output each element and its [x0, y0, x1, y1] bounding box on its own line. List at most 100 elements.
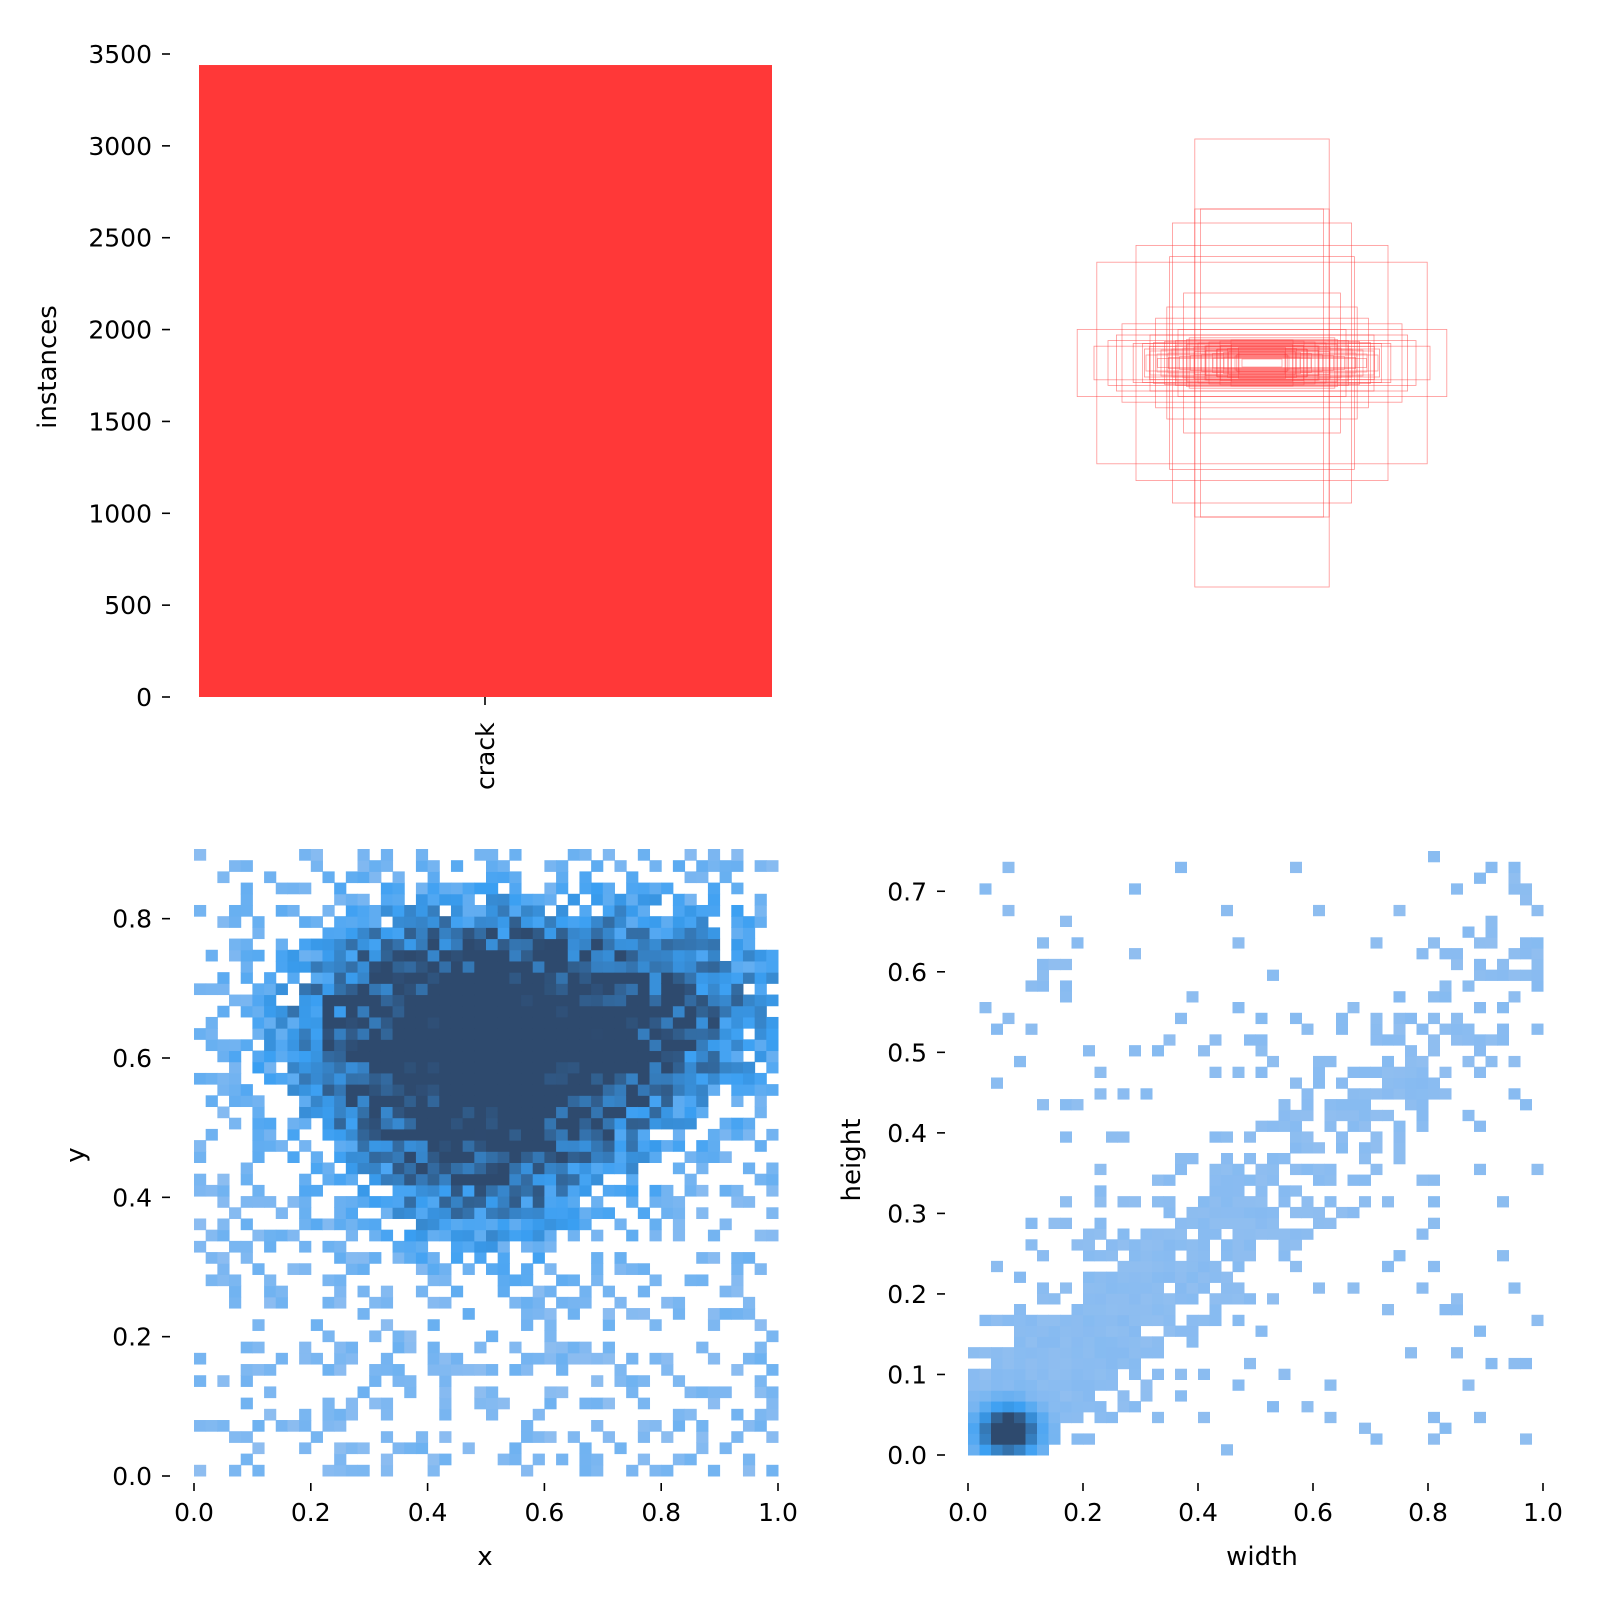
heatmap-cell [1002, 1444, 1015, 1456]
heatmap-cell [404, 1162, 417, 1175]
heatmap-cell [1232, 1196, 1245, 1208]
heatmap-cell [567, 1050, 580, 1063]
heatmap-cell [556, 1128, 569, 1141]
heatmap-cell [439, 1084, 452, 1096]
heatmap-cell [392, 1084, 405, 1096]
heatmap-cell [486, 1039, 499, 1052]
heatmap-cell [1083, 1228, 1095, 1240]
heatmap-cell [567, 1296, 580, 1309]
heatmap-cell [264, 1039, 277, 1052]
heatmap-cell [742, 1084, 756, 1096]
heatmap-cell [672, 1140, 686, 1152]
heatmap-cell [556, 1162, 569, 1175]
heatmap-cell [380, 1095, 394, 1108]
heatmap-cell [579, 972, 592, 984]
heatmap-cell [334, 972, 347, 984]
heatmap-cell [486, 1229, 499, 1242]
heatmap-cell [509, 1039, 522, 1052]
heatmap-cell [357, 1128, 370, 1141]
heatmap-cell [1014, 1357, 1026, 1370]
heatmap-cell [486, 983, 499, 996]
heatmap-cell [1451, 883, 1463, 895]
heatmap-cell [275, 1352, 288, 1365]
bbox-outline [1179, 356, 1345, 370]
heatmap-cell [369, 1095, 382, 1108]
bbox-outline [1171, 348, 1353, 378]
heatmap-cell [334, 1296, 347, 1309]
heatmap-cell [766, 949, 779, 962]
heatmap-cell [486, 1263, 499, 1275]
heatmap-cell [567, 1084, 580, 1096]
heatmap-cell [415, 1028, 429, 1040]
bbox-outline [1188, 337, 1336, 389]
heatmap-cell [369, 1397, 382, 1410]
heatmap-cell [719, 1128, 732, 1141]
heatmap-cell [194, 1028, 207, 1040]
heatmap-cell [205, 1072, 218, 1085]
heatmap-cell [392, 1106, 405, 1119]
heatmap-cell [731, 860, 744, 872]
heatmap-cell [275, 1039, 288, 1052]
bbox-outline [1142, 343, 1382, 383]
heatmap-cell [229, 949, 242, 962]
heatmap-cell [684, 1274, 697, 1287]
heatmap-cell [1014, 1304, 1026, 1316]
heatmap-cell [521, 1140, 534, 1152]
heatmap-cell [380, 1016, 394, 1029]
heatmap-cell [392, 1028, 405, 1040]
heatmap-cell [731, 1039, 744, 1052]
bbox-outline [1190, 355, 1334, 371]
heatmap-cell [544, 882, 557, 895]
heatmap-cell [1347, 1099, 1360, 1111]
heatmap-cell [672, 994, 686, 1007]
heatmap-cell [1313, 1174, 1325, 1186]
heatmap-cell [497, 1084, 510, 1096]
heatmap-cell [707, 1084, 721, 1096]
bbox-outline [1197, 342, 1327, 384]
heatmap-cell [591, 893, 604, 906]
heatmap-cell [544, 1140, 557, 1152]
heatmap-cell [684, 1084, 697, 1096]
heatmap-cell [684, 972, 697, 984]
heatmap-cell [345, 1263, 359, 1275]
y-tick-label: 0.0 [887, 1441, 927, 1470]
heatmap-cell [462, 1084, 475, 1096]
heatmap-cell [486, 1117, 499, 1130]
heatmap-cell [1094, 1217, 1107, 1229]
heatmap-cell [486, 949, 499, 962]
heatmap-cell [369, 1072, 382, 1085]
heatmap-cell [357, 1050, 370, 1063]
heatmap-cell [556, 1352, 569, 1365]
heatmap-cell [626, 1117, 639, 1130]
heatmap-cell [544, 1352, 557, 1365]
heatmap-cell [322, 1464, 335, 1477]
heatmap-cell [404, 1330, 417, 1343]
heatmap-cell [1370, 1163, 1383, 1176]
heatmap-cell [1060, 1196, 1072, 1208]
heatmap-cell [439, 1173, 452, 1186]
heatmap-cell [264, 1285, 277, 1298]
heatmap-cell [357, 1140, 370, 1152]
heatmap-cell [1002, 1012, 1015, 1025]
heatmap-cell [1221, 1153, 1233, 1165]
heatmap-cell [731, 1263, 744, 1275]
heatmap-cell [415, 904, 429, 917]
heatmap-cell [1290, 1228, 1302, 1240]
heatmap-cell [991, 1433, 1003, 1445]
heatmap-cell [1209, 1163, 1222, 1176]
heatmap-cell [427, 949, 440, 962]
heatmap-cell [719, 1061, 732, 1074]
heatmap-cell [1198, 1196, 1210, 1208]
heatmap-cell [1462, 1109, 1475, 1122]
heatmap-cell [509, 849, 522, 861]
heatmap-cell [334, 994, 347, 1007]
heatmap-cell [766, 1364, 779, 1376]
heatmap-cell [252, 1464, 265, 1477]
heatmap-cell [299, 1263, 312, 1275]
heatmap-cell [1232, 1260, 1245, 1273]
bbox-outline [1230, 339, 1294, 387]
heatmap-cell [439, 1229, 452, 1242]
heatmap-cell [404, 1151, 417, 1163]
heatmap-cell [567, 1196, 580, 1208]
heatmap-cell [415, 1263, 429, 1275]
